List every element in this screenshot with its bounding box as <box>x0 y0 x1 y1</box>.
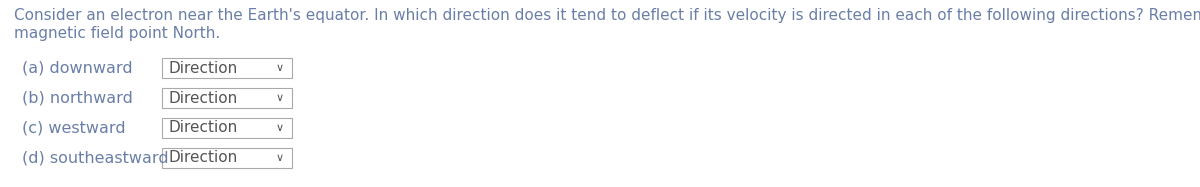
Text: Direction: Direction <box>168 120 238 136</box>
Text: (a) downward: (a) downward <box>22 61 133 76</box>
Text: Direction: Direction <box>168 91 238 105</box>
FancyBboxPatch shape <box>162 148 292 168</box>
Text: Direction: Direction <box>168 151 238 165</box>
Text: (d) southeastward: (d) southeastward <box>22 151 169 165</box>
Text: Consider an electron near the Earth's equator. In which direction does it tend t: Consider an electron near the Earth's eq… <box>14 8 1200 23</box>
Text: ∨: ∨ <box>276 123 284 133</box>
FancyBboxPatch shape <box>162 118 292 138</box>
Text: Direction: Direction <box>168 61 238 76</box>
Text: ∨: ∨ <box>276 93 284 103</box>
Text: (c) westward: (c) westward <box>22 120 126 136</box>
Text: (b) northward: (b) northward <box>22 91 133 105</box>
FancyBboxPatch shape <box>162 88 292 108</box>
Text: magnetic field point North.: magnetic field point North. <box>14 26 221 41</box>
Text: ∨: ∨ <box>276 63 284 73</box>
Text: ∨: ∨ <box>276 153 284 163</box>
FancyBboxPatch shape <box>162 58 292 78</box>
